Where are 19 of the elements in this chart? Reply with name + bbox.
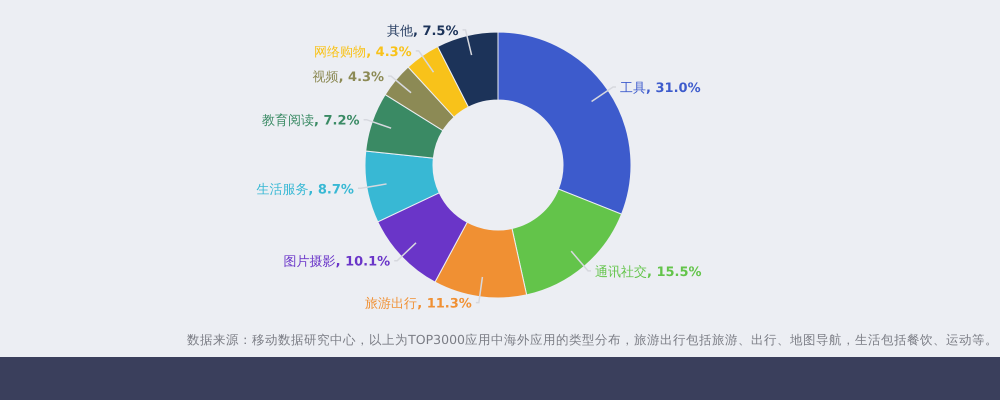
- slice-label: 工具: [620, 80, 646, 96]
- data-label: , 7.5%: [412, 24, 459, 39]
- slice-label: 旅游出行: [365, 296, 418, 312]
- data-label: , 4.3%: [366, 44, 412, 60]
- slice-label: 生活服务: [256, 182, 308, 198]
- data-label: , 7.2%: [314, 114, 360, 129]
- source-note: 数据来源：移动数据研究中心，以上为TOP3000应用中海外应用的类型分布，旅游出行包括旅游、出行、地图导航，生活包括餐饮、运动等。: [187, 332, 998, 347]
- data-label: , 11.3%: [417, 296, 472, 312]
- slice-label: 视频: [312, 70, 339, 86]
- slice-label: 教育阅读: [262, 112, 314, 129]
- data-label: , 8.7%: [308, 182, 354, 198]
- slice-label: 其他: [386, 24, 413, 39]
- slice-label: 通讯社交: [595, 264, 648, 280]
- data-label: , 4.3%: [338, 70, 384, 86]
- slice-label: 网络购物: [314, 44, 366, 60]
- data-label: , 31.0%: [646, 80, 701, 96]
- data-label: , 15.5%: [647, 264, 702, 280]
- slice-label: 图片摄影: [284, 254, 336, 270]
- data-label: , 10.1%: [336, 254, 390, 270]
